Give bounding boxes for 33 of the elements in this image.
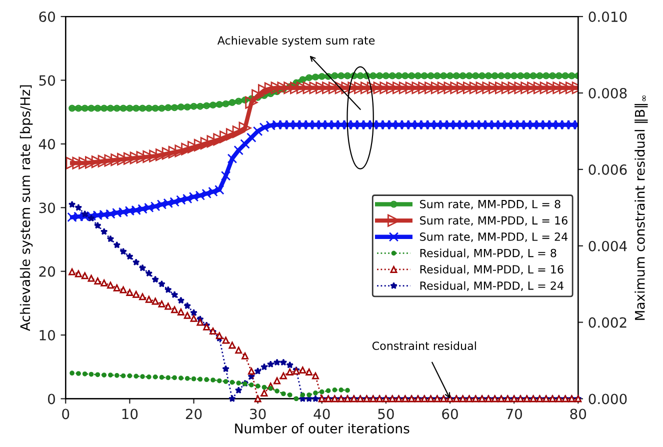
- y2-tick-label: 0.002: [588, 317, 626, 328]
- y-tick-label: 30: [39, 202, 55, 214]
- x-axis-title: Number of outer iterations: [235, 423, 410, 434]
- y2-tick-label: 0.000: [588, 394, 627, 404]
- x-tick-label: 80: [570, 408, 586, 420]
- annotation: Constraint residual: [372, 341, 476, 350]
- y-tick-label: 60: [39, 12, 55, 22]
- legend-label: Sum rate, MM-PDD, L = 24: [420, 232, 568, 242]
- y2-tick-label: 0.006: [588, 164, 627, 175]
- x-tick-label: 40: [314, 408, 330, 420]
- annotation: Achievable system sum rate: [217, 36, 375, 47]
- x-tick-label: 20: [186, 408, 202, 420]
- y-tick-label: 0: [48, 394, 55, 404]
- legend-label: Sum rate, MM-PDD, L = 16: [420, 216, 568, 226]
- y2-axis-title: Maximum constraint residual ‖B‖$_{∞}$: [634, 95, 648, 320]
- x-tick-label: 10: [122, 408, 138, 420]
- y-axis-title: Achievable system sum rate [bps/Hz]: [20, 85, 33, 331]
- y-tick-label: 10: [40, 330, 55, 340]
- y-tick-label: 50: [39, 75, 55, 86]
- x-tick-label: 50: [378, 408, 394, 420]
- legend-label: Residual, MM-PDD, L = 24: [420, 281, 564, 291]
- x-tick-label: 70: [506, 408, 522, 420]
- x-tick-label: 30: [250, 408, 266, 420]
- legend-label: Residual, MM-PDD, L = 16: [420, 264, 564, 275]
- y2-tick-label: 0.008: [588, 88, 627, 98]
- y2-tick-label: 0.010: [588, 12, 627, 22]
- x-tick-label: 0: [62, 408, 70, 420]
- legend-label: Sum rate, MM-PDD, L = 8: [420, 200, 560, 210]
- y2-tick-label: 0.004: [588, 240, 627, 252]
- x-tick-label: 60: [442, 408, 458, 420]
- legend-label: Residual, MM-PDD, L = 8: [420, 248, 556, 258]
- y-tick-label: 20: [39, 266, 55, 277]
- y-tick-label: 40: [38, 138, 55, 150]
